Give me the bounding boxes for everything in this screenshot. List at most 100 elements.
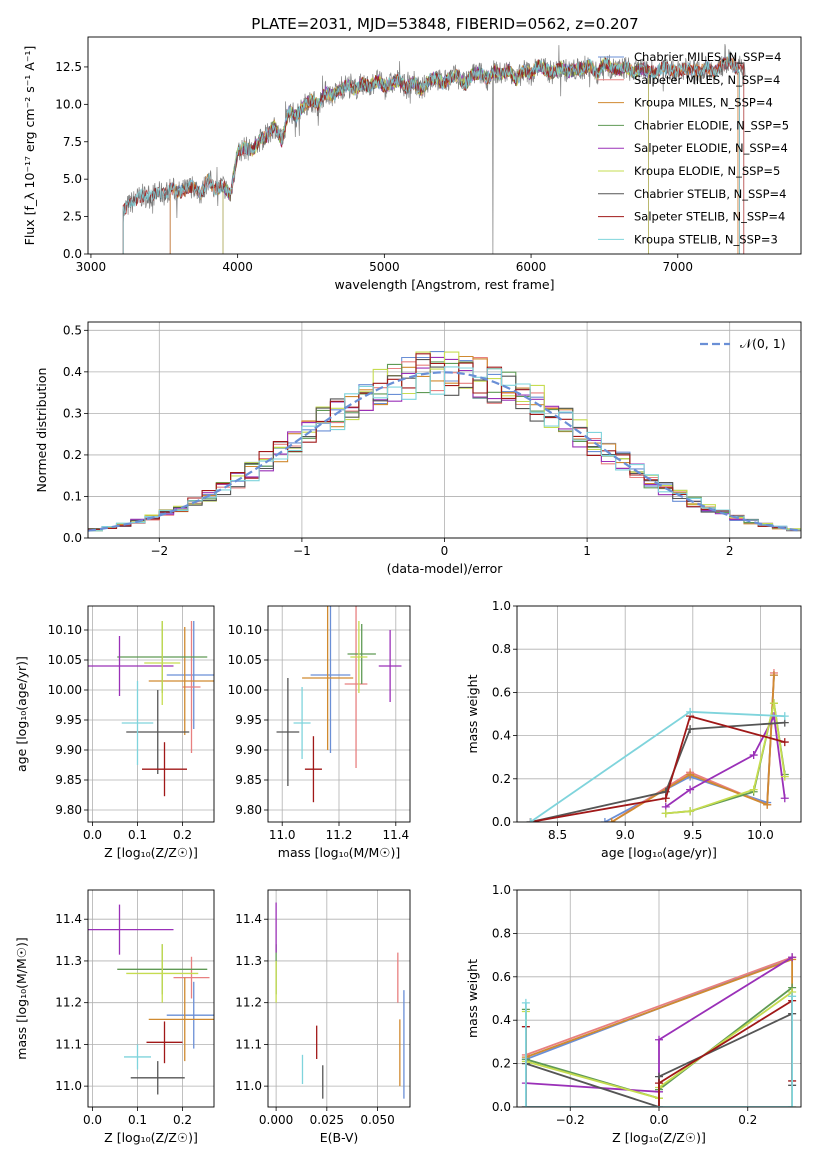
series-line xyxy=(525,956,793,1056)
axes-frame xyxy=(267,889,411,1108)
legend-entry: Salpeter MILES, N_SSP=4 xyxy=(634,73,780,87)
y-axis-label: mass [log₁₀(M/M☉)] xyxy=(14,937,29,1059)
y-tick-label: 0.2 xyxy=(492,1057,511,1071)
data-point-marker xyxy=(521,1103,530,1107)
x-tick-label: 4000 xyxy=(222,260,253,274)
y-tick-label: 0.4 xyxy=(63,365,82,379)
y-tick-label: 0.8 xyxy=(492,642,511,656)
plot-area-age_Z xyxy=(88,621,214,797)
data-point-marker xyxy=(749,751,758,760)
gaussian-curve xyxy=(88,371,801,532)
data-point-marker xyxy=(763,800,772,809)
x-tick-label: −1 xyxy=(293,544,311,558)
x-tick-label: 0.0 xyxy=(83,828,102,842)
x-tick-label: 0.050 xyxy=(360,1113,394,1127)
legend-entry: Kroupa MILES, N_SSP=4 xyxy=(634,96,773,110)
y-tick-label: 0.2 xyxy=(492,772,511,786)
y-tick-label: 7.5 xyxy=(63,135,82,149)
y-tick-label: 11.2 xyxy=(235,996,262,1010)
chart-age_Z: 0.0 0.1 0.2 9.80 9.85 9.90 9.95 10.00 10.05 10.10… xyxy=(14,605,215,860)
y-tick-label: 10.05 xyxy=(48,653,82,667)
x-tick-label: 11.2 xyxy=(326,828,353,842)
x-tick-label: −2 xyxy=(150,544,168,558)
y-tick-label: 9.80 xyxy=(235,803,262,817)
x-tick-label: 10.0 xyxy=(747,828,774,842)
model-line xyxy=(222,60,649,254)
chart-age_mass: 11.0 11.2 11.4 9.80 9.85 9.90 9.95 10.00 10.05 10… xyxy=(228,605,411,860)
data-point-marker xyxy=(788,1103,797,1107)
x-tick-label: 0.2 xyxy=(173,828,192,842)
x-tick-label: 0.0 xyxy=(649,1113,668,1127)
data-point-marker xyxy=(769,699,778,708)
x-tick-label: 2 xyxy=(726,544,734,558)
y-tick-label: 9.85 xyxy=(55,773,82,787)
y-axis-label: Flux [f_λ 10⁻¹⁷ erg cm⁻² s⁻¹ A⁻¹] xyxy=(22,46,37,246)
model-line xyxy=(122,54,740,254)
chart-massweight_age: 8.5 9.0 9.5 10.0 0.0 0.2 0.4 0.6 0.8 1.0 age [log₁… xyxy=(465,599,802,860)
plot-area-massweight_age xyxy=(526,668,789,822)
data-point-marker xyxy=(655,1035,663,1044)
x-tick-label: 6000 xyxy=(516,260,547,274)
y-tick-label: 0.6 xyxy=(492,970,511,984)
x-tick-label: 9.5 xyxy=(683,828,702,842)
y-tick-label: 0.1 xyxy=(63,489,82,503)
chart-spectrum: 3000 4000 5000 6000 7000 0.0 2.5 5.0 7.5 10.0 12.5… xyxy=(22,36,802,292)
x-tick-label: 0.2 xyxy=(173,1113,192,1127)
y-tick-label: 2.5 xyxy=(63,210,82,224)
data-point-marker xyxy=(686,770,695,779)
legend-entry: 𝒩(0, 1) xyxy=(740,336,786,351)
chart-mass_ebv: 0.000 0.025 0.050 11.0 11.1 11.2 11.3 11.4 E(B-V… xyxy=(235,889,411,1145)
y-tick-label: 9.90 xyxy=(235,743,262,757)
y-tick-label: 10.0 xyxy=(55,97,82,111)
series-line xyxy=(529,710,785,822)
data-point-marker xyxy=(600,818,609,822)
y-tick-label: 0.0 xyxy=(492,1100,511,1114)
y-tick-label: 0.5 xyxy=(63,323,82,337)
data-point-marker xyxy=(780,712,789,721)
y-tick-label: 0.0 xyxy=(63,247,82,261)
y-tick-label: 11.0 xyxy=(235,1079,262,1093)
plot-area-massweight_Z xyxy=(521,953,797,1107)
data-point-marker xyxy=(686,707,695,716)
y-tick-label: 0.4 xyxy=(492,1013,511,1027)
y-tick-label: 1.0 xyxy=(492,599,511,613)
data-point-marker xyxy=(780,794,789,803)
legend-entry: Kroupa STELIB, N_SSP=3 xyxy=(634,232,778,246)
y-axis-label: mass weight xyxy=(465,674,480,753)
axes-frame xyxy=(87,321,802,539)
x-axis-label: Z [log₁₀(Z/Z☉)] xyxy=(104,1130,198,1145)
axes-frame xyxy=(267,605,411,823)
data-point-marker xyxy=(769,671,778,680)
y-tick-label: 10.05 xyxy=(228,653,262,667)
y-axis-label: age [log₁₀(age/yr)] xyxy=(14,656,29,772)
plot-area-age_mass xyxy=(276,606,402,803)
y-tick-label: 9.90 xyxy=(55,743,82,757)
model-line xyxy=(222,58,649,254)
figure-title: PLATE=2031, MJD=53848, FIBERID=0562, z=0… xyxy=(251,15,638,33)
data-point-marker xyxy=(780,738,789,747)
x-axis-label: wavelength [Angstrom, rest frame] xyxy=(334,277,554,292)
legend-entry: Chabrier MILES, N_SSP=4 xyxy=(634,50,781,64)
x-tick-label: 11.4 xyxy=(382,828,409,842)
y-tick-label: 0.4 xyxy=(492,729,511,743)
x-tick-label: 0.025 xyxy=(310,1113,344,1127)
y-tick-label: 9.80 xyxy=(55,803,82,817)
chart-residuals: −2 −1 0 1 2 0.0 0.1 0.2 0.3 0.4 0.5 (data-model)/er… xyxy=(34,321,802,576)
data-point-marker xyxy=(521,998,530,1007)
axes-frame xyxy=(516,889,802,1108)
x-axis-label: (data-model)/error xyxy=(387,561,504,576)
chart-massweight_Z: −0.2 0.0 0.2 0.0 0.2 0.4 0.6 0.8 1.0 Z [log₁₀(Z/Z… xyxy=(465,883,802,1145)
y-tick-label: 0.8 xyxy=(492,926,511,940)
x-axis-label: Z [log₁₀(Z/Z☉)] xyxy=(612,1130,706,1145)
y-tick-label: 11.0 xyxy=(55,1079,82,1093)
x-tick-label: −0.2 xyxy=(556,1113,585,1127)
data-point-marker xyxy=(661,794,670,803)
x-tick-label: 0.0 xyxy=(83,1113,102,1127)
x-axis-label: Z [log₁₀(Z/Z☉)] xyxy=(104,845,198,860)
y-tick-label: 11.1 xyxy=(235,1037,262,1051)
y-tick-label: 11.3 xyxy=(55,954,82,968)
x-tick-label: 1 xyxy=(583,544,591,558)
data-point-marker xyxy=(655,1079,663,1088)
y-tick-label: 0.6 xyxy=(492,685,511,699)
